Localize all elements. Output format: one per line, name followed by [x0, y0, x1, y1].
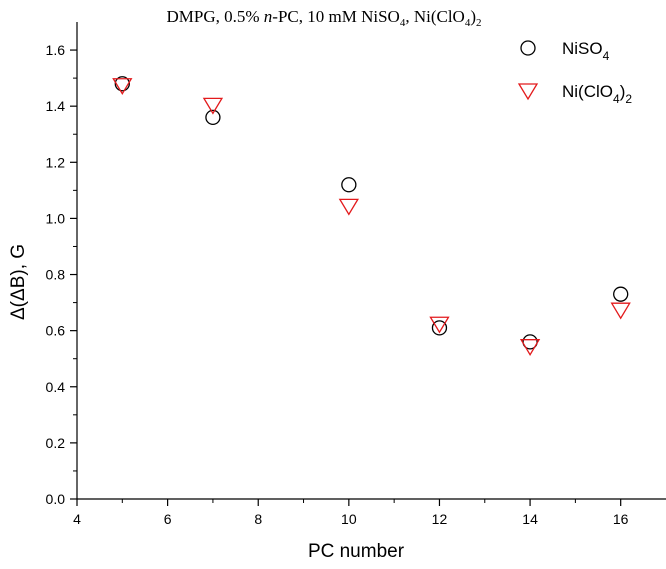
data-point-series-0 — [114, 76, 130, 92]
title-part5: ) — [470, 7, 476, 26]
legend-marker-niso4 — [520, 40, 536, 56]
data-point-series-1 — [202, 97, 224, 115]
y-tick-label: 0.4 — [46, 379, 66, 395]
x-tick-label: 14 — [522, 511, 538, 527]
x-tick-label: 4 — [73, 511, 81, 527]
y-tick-label: 0.8 — [46, 267, 66, 283]
title-sub2: 4 — [465, 17, 471, 29]
title-italic: n — [264, 7, 273, 26]
x-tick-label: 8 — [254, 511, 262, 527]
legend-marker-niclo4 — [517, 83, 539, 101]
legend: NiSO4 Ni(ClO4)2 — [517, 39, 632, 106]
data-point-series-0 — [205, 109, 221, 126]
x-tick-label: 6 — [164, 511, 172, 527]
markers — [112, 76, 631, 356]
y-tick-label: 1.2 — [46, 154, 66, 170]
title-part3: -PC, 10 mM NiSO — [272, 7, 400, 26]
x-tick-label: 10 — [341, 511, 357, 527]
y-tick-label: 0.2 — [46, 435, 66, 451]
legend-niclo4-end: ) — [620, 82, 626, 101]
data-point-series-1 — [610, 302, 631, 320]
legend-niclo4-sub: 4 — [613, 92, 620, 106]
tick-labels: 4 6 8 10 12 14 16 0.0 0.2 0.4 0.6 0.8 1.0 1.2 1.4 1.6 — [46, 42, 629, 527]
data-point-series-1 — [112, 78, 133, 95]
data-point-series-0 — [613, 286, 629, 302]
data-point-series-1 — [338, 198, 359, 216]
data-point-series-0 — [431, 320, 448, 336]
y-tick-label: 0.6 — [46, 323, 66, 339]
title-sub3: 2 — [476, 17, 482, 29]
legend-niso4-main: NiSO — [562, 39, 603, 58]
data-point-series-1 — [429, 316, 450, 334]
legend-niclo4-sub2: 2 — [625, 92, 632, 106]
data-point-series-1 — [519, 339, 541, 356]
data-point-series-0 — [341, 177, 357, 193]
title-part1: DMPG, 0.5% — [167, 7, 264, 26]
legend-label-niclo4: Ni(ClO4)2 — [562, 82, 632, 106]
y-tick-label: 0.0 — [46, 491, 66, 507]
title-sub1: 4 — [400, 17, 406, 29]
x-axis-label: PC number — [308, 541, 405, 562]
title-part4: , Ni(ClO — [405, 7, 465, 26]
x-tick-label: 16 — [613, 511, 629, 527]
ticks — [70, 49, 622, 506]
legend-niso4-sub: 4 — [603, 49, 610, 63]
y-axis-label: Δ(ΔB), G — [8, 244, 29, 320]
legend-niclo4-main: Ni(ClO — [562, 82, 613, 101]
y-tick-label: 1.0 — [46, 210, 66, 226]
y-tick-label: 1.6 — [46, 42, 66, 58]
x-tick-label: 12 — [432, 511, 448, 527]
y-tick-label: 1.4 — [46, 98, 66, 114]
legend-label-niso4: NiSO4 — [562, 39, 610, 63]
chart-title: DMPG, 0.5% n-PC, 10 mM NiSO4, Ni(ClO4)2 — [167, 7, 482, 29]
